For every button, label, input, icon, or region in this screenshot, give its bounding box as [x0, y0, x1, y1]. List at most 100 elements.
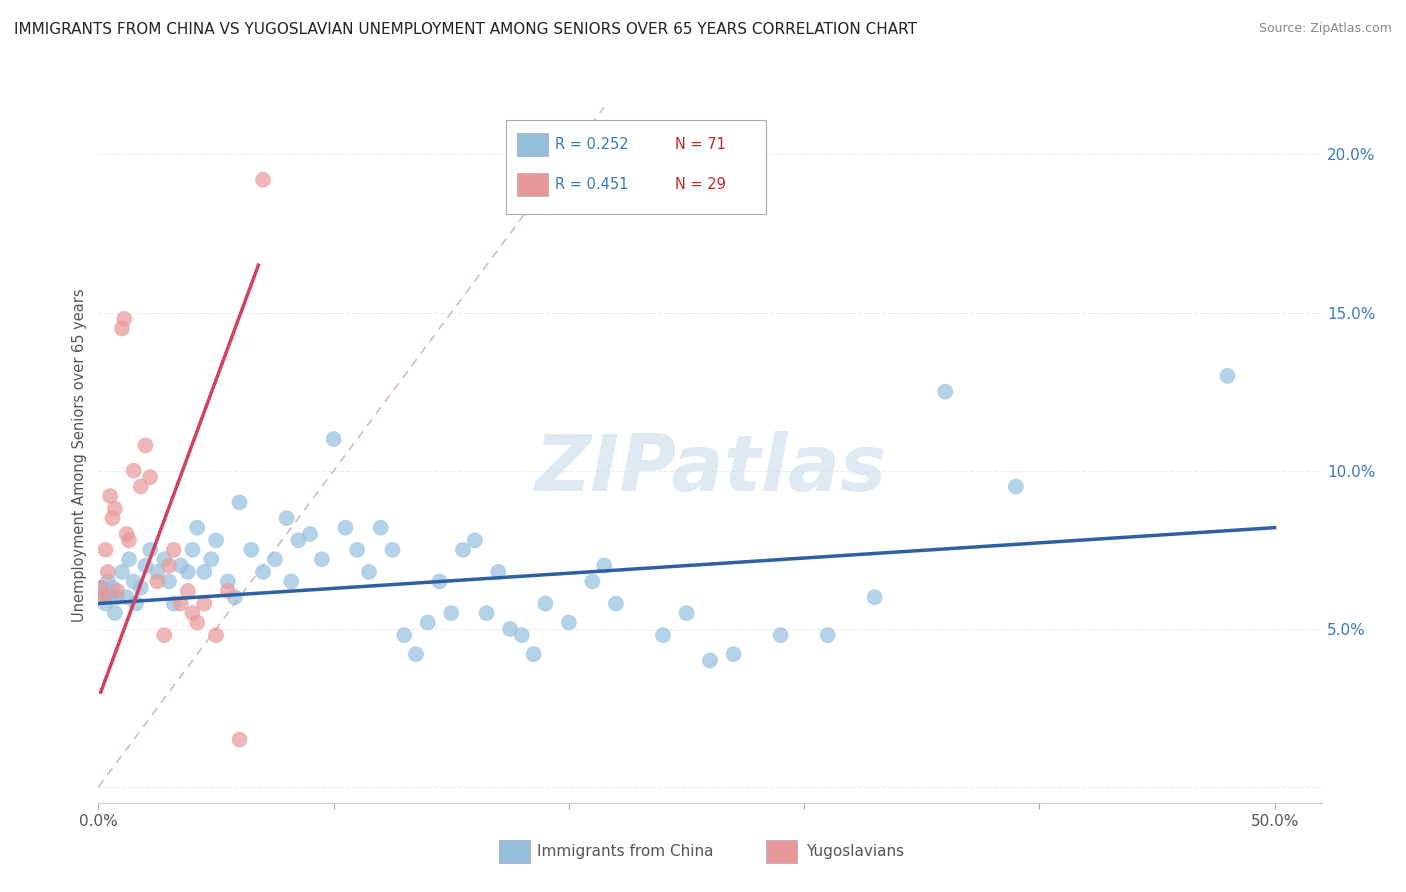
Point [523, 647, 546, 661]
Point [193, 565, 215, 579]
Point [1004, 479, 1026, 493]
Point [104, 501, 127, 516]
Point [97, 565, 120, 579]
Point [464, 533, 486, 548]
Point [98, 591, 121, 605]
Point [593, 558, 616, 573]
Point [322, 432, 344, 446]
Point [252, 565, 274, 579]
Point [228, 495, 250, 509]
Text: Immigrants from China: Immigrants from China [537, 845, 714, 859]
Point [723, 647, 745, 661]
Point [416, 615, 439, 630]
Text: N = 29: N = 29 [675, 178, 725, 192]
Point [699, 653, 721, 667]
Point [111, 321, 134, 335]
Point [276, 511, 298, 525]
Point [134, 558, 156, 573]
Point [370, 521, 392, 535]
Point [94, 542, 117, 557]
Point [139, 470, 162, 484]
Point [90, 581, 112, 595]
Point [112, 312, 135, 326]
Point [177, 583, 200, 598]
Point [105, 591, 128, 605]
Point [581, 574, 603, 589]
Point [287, 533, 309, 548]
Point [652, 628, 675, 642]
Point [346, 542, 368, 557]
Point [205, 533, 228, 548]
Text: Source: ZipAtlas.com: Source: ZipAtlas.com [1258, 22, 1392, 36]
Point [934, 384, 956, 399]
Point [205, 628, 228, 642]
Point [252, 173, 274, 187]
Point [217, 574, 239, 589]
Point [228, 732, 250, 747]
Point [475, 606, 498, 620]
Point [101, 511, 124, 525]
Point [146, 565, 169, 579]
Point [240, 542, 263, 557]
Point [122, 574, 145, 589]
Point [335, 521, 357, 535]
Point [91, 587, 114, 601]
Point [217, 583, 239, 598]
Point [101, 581, 124, 595]
Point [299, 527, 322, 541]
Point [115, 527, 138, 541]
Point [91, 591, 114, 605]
Y-axis label: Unemployment Among Seniors over 65 years: Unemployment Among Seniors over 65 years [72, 288, 87, 622]
Text: Yugoslavians: Yugoslavians [806, 845, 904, 859]
Point [499, 622, 522, 636]
Point [163, 597, 186, 611]
Point [118, 552, 141, 566]
Point [863, 591, 886, 605]
Text: ZIPatlas: ZIPatlas [534, 431, 886, 507]
Point [163, 542, 186, 557]
Point [115, 591, 138, 605]
Point [193, 597, 215, 611]
Point [146, 574, 169, 589]
Point [186, 521, 208, 535]
Point [104, 606, 127, 620]
Point [381, 542, 404, 557]
Point [311, 552, 333, 566]
Point [510, 628, 533, 642]
Text: N = 71: N = 71 [675, 137, 725, 152]
Point [451, 542, 474, 557]
Text: IMMIGRANTS FROM CHINA VS YUGOSLAVIAN UNEMPLOYMENT AMONG SENIORS OVER 65 YEARS CO: IMMIGRANTS FROM CHINA VS YUGOSLAVIAN UNE… [14, 22, 917, 37]
Point [534, 597, 557, 611]
Text: R = 0.252: R = 0.252 [555, 137, 628, 152]
Point [98, 489, 121, 503]
Point [129, 581, 152, 595]
Point [170, 558, 193, 573]
Point [122, 464, 145, 478]
Point [817, 628, 839, 642]
Point [125, 597, 148, 611]
Point [392, 628, 416, 642]
Point [170, 597, 193, 611]
Point [97, 574, 120, 589]
Point [139, 542, 162, 557]
Point [405, 647, 427, 661]
Point [111, 565, 134, 579]
Point [357, 565, 380, 579]
Point [263, 552, 285, 566]
Point [769, 628, 792, 642]
Point [157, 574, 180, 589]
Point [675, 606, 697, 620]
Point [558, 615, 581, 630]
Point [181, 542, 204, 557]
Point [280, 574, 302, 589]
Point [429, 574, 451, 589]
Point [200, 552, 222, 566]
Point [186, 615, 208, 630]
Text: R = 0.451: R = 0.451 [555, 178, 628, 192]
Point [177, 565, 200, 579]
Point [129, 479, 152, 493]
Point [105, 583, 128, 598]
Point [94, 597, 117, 611]
Point [181, 606, 204, 620]
Point [118, 533, 141, 548]
